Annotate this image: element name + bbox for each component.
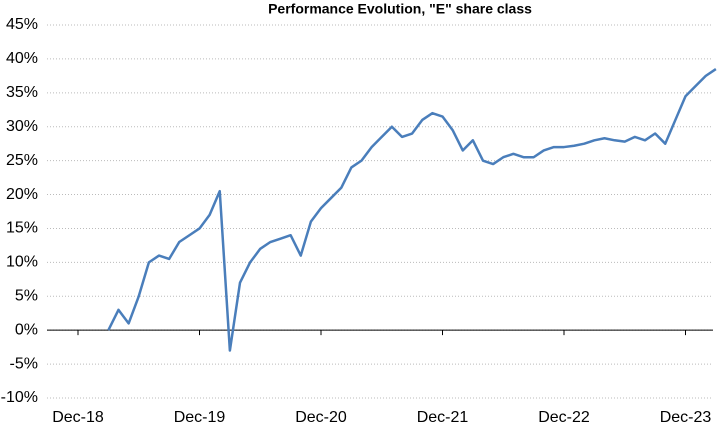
y-tick-label: 25%: [6, 152, 38, 169]
y-tick-label: 0%: [15, 321, 38, 338]
x-tick-label: Dec-23: [660, 409, 712, 426]
y-tick-label: -10%: [1, 389, 38, 406]
y-tick-label: 10%: [6, 254, 38, 271]
x-tick-label: Dec-19: [174, 409, 226, 426]
y-tick-label: 40%: [6, 50, 38, 67]
x-tick-label: Dec-20: [295, 409, 347, 426]
y-tick-label: 20%: [6, 186, 38, 203]
y-tick-label: 35%: [6, 84, 38, 101]
data-line: [107, 68, 717, 352]
x-tick-label: Dec-18: [52, 409, 104, 426]
y-tick-label: 45%: [6, 16, 38, 33]
y-tick-label: 30%: [6, 118, 38, 135]
x-tick-label: Dec-22: [538, 409, 590, 426]
y-tick-label: -5%: [10, 355, 38, 372]
x-tick-label: Dec-21: [417, 409, 469, 426]
y-tick-label: 5%: [15, 287, 38, 304]
chart-title: Performance Evolution, "E" share class: [268, 1, 532, 17]
y-tick-label: 15%: [6, 220, 38, 237]
